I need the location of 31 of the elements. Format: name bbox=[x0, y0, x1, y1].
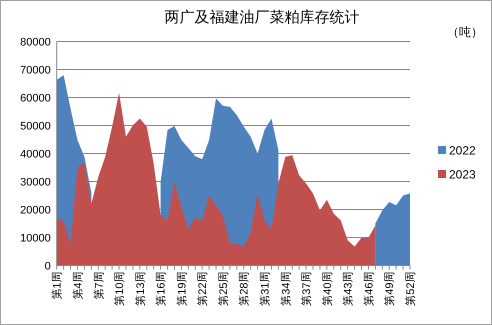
y-tick-label: 40000 bbox=[20, 148, 51, 160]
y-tick-label: 60000 bbox=[20, 92, 51, 104]
y-tick-label: 20000 bbox=[20, 204, 51, 216]
x-tick-label: 第22周 bbox=[197, 272, 210, 306]
x-tick-label: 第25周 bbox=[218, 272, 230, 306]
y-tick-label: 70000 bbox=[20, 64, 51, 76]
y-tick-label: 0 bbox=[44, 260, 51, 272]
x-tick-label: 第31周 bbox=[260, 272, 272, 306]
x-tick-label: 第49周 bbox=[384, 272, 396, 306]
x-tick-label: 第40周 bbox=[322, 272, 334, 306]
x-tick-label: 第4周 bbox=[72, 272, 84, 300]
x-tick-label: 第28周 bbox=[238, 272, 251, 306]
x-tick-label: 第13周 bbox=[134, 272, 147, 306]
x-tick-label: 第46周 bbox=[363, 272, 376, 306]
x-tick-label: 第34周 bbox=[280, 272, 292, 306]
text: （吨） bbox=[447, 25, 483, 39]
y-tick-label: 10000 bbox=[20, 232, 51, 244]
x-tick-label: 第37周 bbox=[301, 272, 314, 306]
legend-label: 2022 bbox=[449, 144, 476, 158]
legend-label: 2023 bbox=[449, 168, 476, 182]
y-tick-label: 30000 bbox=[20, 176, 51, 188]
x-tick-label: 第52周 bbox=[405, 272, 417, 306]
x-tick-label: 第16周 bbox=[156, 272, 168, 306]
y-tick-label: 80000 bbox=[20, 36, 51, 48]
chart-title: 两广及福建油厂菜粕库存统计 bbox=[164, 9, 360, 26]
x-tick-label: 第10周 bbox=[114, 272, 126, 306]
y-tick-label: 50000 bbox=[20, 120, 51, 132]
x-tick-label: 第19周 bbox=[176, 272, 188, 306]
x-tick-label: 第1周 bbox=[52, 272, 64, 300]
x-tick-label: 第43周 bbox=[342, 272, 355, 306]
x-tick-label: 第7周 bbox=[93, 272, 106, 300]
